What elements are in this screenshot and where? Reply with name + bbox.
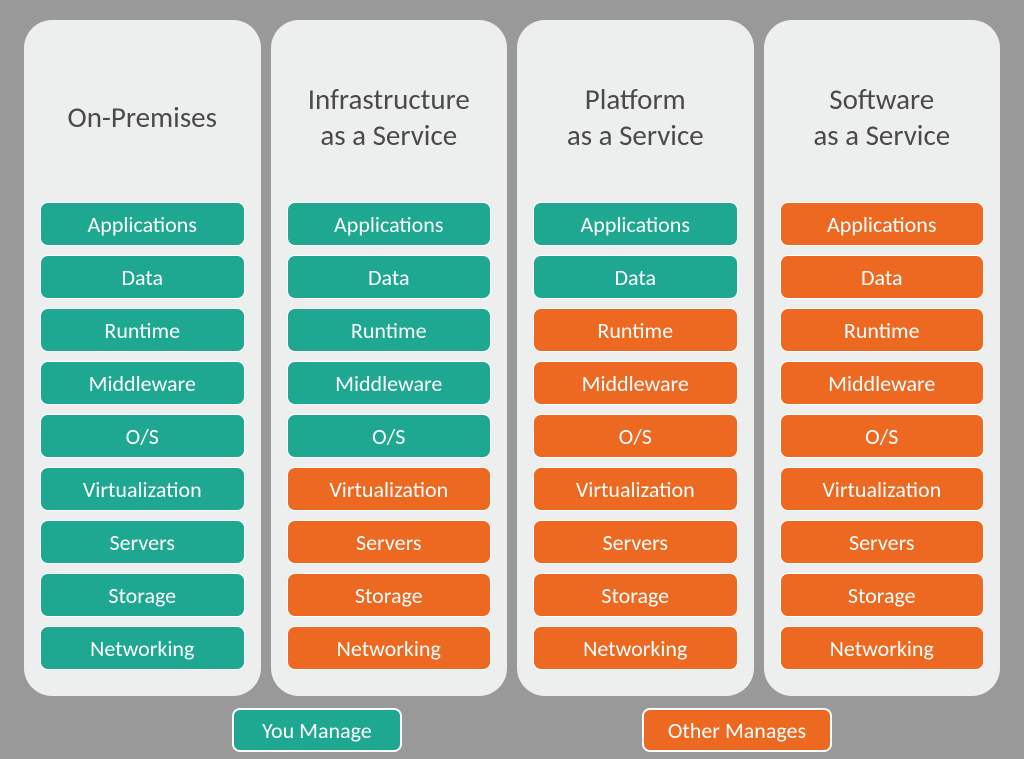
column-title: Infrastructure as a Service (287, 42, 492, 192)
layer-item: Storage (780, 573, 985, 617)
layer-item: Data (287, 255, 492, 299)
layer-item: O/S (780, 414, 985, 458)
service-models-grid: On-Premises Applications Data Runtime Mi… (0, 0, 1024, 696)
layer-stack: Applications Data Runtime Middleware O/S… (287, 202, 492, 670)
legend-other-manages: Other Manages (642, 708, 832, 752)
column-title: Software as a Service (780, 42, 985, 192)
layer-item: Virtualization (533, 467, 738, 511)
layer-item: Runtime (780, 308, 985, 352)
layer-item: Runtime (287, 308, 492, 352)
layer-item: Applications (40, 202, 245, 246)
layer-item: O/S (287, 414, 492, 458)
legend: You Manage Other Manages (0, 708, 1024, 752)
layer-item: Runtime (40, 308, 245, 352)
column-on-premises: On-Premises Applications Data Runtime Mi… (24, 20, 261, 696)
layer-item: Storage (533, 573, 738, 617)
column-title: Platform as a Service (533, 42, 738, 192)
column-iaas: Infrastructure as a Service Applications… (271, 20, 508, 696)
layer-item: Data (780, 255, 985, 299)
layer-item: Servers (287, 520, 492, 564)
layer-item: Servers (533, 520, 738, 564)
layer-item: Data (40, 255, 245, 299)
layer-item: Middleware (780, 361, 985, 405)
layer-item: Storage (40, 573, 245, 617)
layer-item: Networking (780, 626, 985, 670)
layer-item: Middleware (533, 361, 738, 405)
layer-item: Middleware (40, 361, 245, 405)
layer-item: Servers (40, 520, 245, 564)
layer-item: Runtime (533, 308, 738, 352)
layer-item: Applications (287, 202, 492, 246)
column-title: On-Premises (40, 42, 245, 192)
layer-item: Applications (780, 202, 985, 246)
layer-stack: Applications Data Runtime Middleware O/S… (40, 202, 245, 670)
layer-item: O/S (40, 414, 245, 458)
layer-item: Virtualization (40, 467, 245, 511)
layer-item: Virtualization (780, 467, 985, 511)
layer-item: Data (533, 255, 738, 299)
layer-item: Storage (287, 573, 492, 617)
layer-item: Servers (780, 520, 985, 564)
layer-stack: Applications Data Runtime Middleware O/S… (533, 202, 738, 670)
layer-item: O/S (533, 414, 738, 458)
layer-item: Networking (40, 626, 245, 670)
column-saas: Software as a Service Applications Data … (764, 20, 1001, 696)
legend-you-manage: You Manage (232, 708, 402, 752)
layer-item: Networking (533, 626, 738, 670)
layer-stack: Applications Data Runtime Middleware O/S… (780, 202, 985, 670)
column-paas: Platform as a Service Applications Data … (517, 20, 754, 696)
layer-item: Networking (287, 626, 492, 670)
layer-item: Applications (533, 202, 738, 246)
layer-item: Middleware (287, 361, 492, 405)
layer-item: Virtualization (287, 467, 492, 511)
